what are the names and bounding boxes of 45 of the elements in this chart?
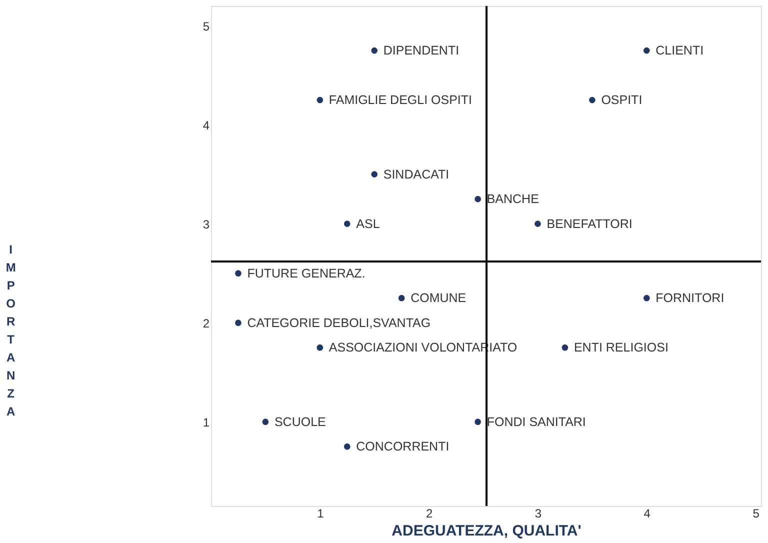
point [534,220,541,227]
data-label: CONCORRENTI [356,440,450,454]
data-label: OSPITI [601,93,642,108]
point [262,418,269,425]
data-label: BANCHE [486,192,539,206]
x-tick-label: 5 [752,506,760,520]
data-label: SCUOLE [274,414,326,429]
data-label: BENEFATTORI [546,216,632,231]
data-label: CATEGORIE DEBOLI,SVANTAG [247,316,431,330]
point [371,47,378,54]
data-label: FUTURE GENERAZ. [247,266,366,280]
point [474,418,481,425]
y-tick-label: 2 [202,316,210,330]
point [235,320,242,326]
x-tick-label: 4 [644,506,651,520]
data-label: ASL [356,216,380,231]
x-tick-label: 2 [426,506,433,520]
data-label: COMUNE [410,291,466,306]
point [316,344,324,351]
data-label: FAMIGLIE DEGLI OSPITI [328,93,472,108]
y-tick-label: 5 [202,19,210,34]
y-tick-label: 1 [202,415,210,430]
point [316,96,324,104]
point [371,171,378,178]
point [643,47,650,54]
point [562,344,568,351]
data-label: DIPENDENTI [383,44,460,58]
x-tick-label: 1 [317,506,324,520]
x-tick-label: 3 [534,506,542,520]
text: IMPORTANZA [6,242,16,418]
point [589,96,596,104]
x-axis-title: ADEGUATEZZA, QUALITA' [392,522,582,540]
data-label: SINDACATI [383,167,450,182]
point [235,270,242,276]
y-tick-label: 3 [202,217,210,232]
data-label: ENTI RELIGIOSI [574,340,668,355]
data-label: FONDI SANITARI [486,414,586,429]
point [344,443,350,450]
point [474,196,481,202]
data-label: CLIENTI [656,44,704,58]
y-tick-label: 4 [202,118,210,132]
data-label: FORNITORI [656,291,724,306]
point [344,220,350,227]
point [398,294,405,302]
point [643,294,650,302]
